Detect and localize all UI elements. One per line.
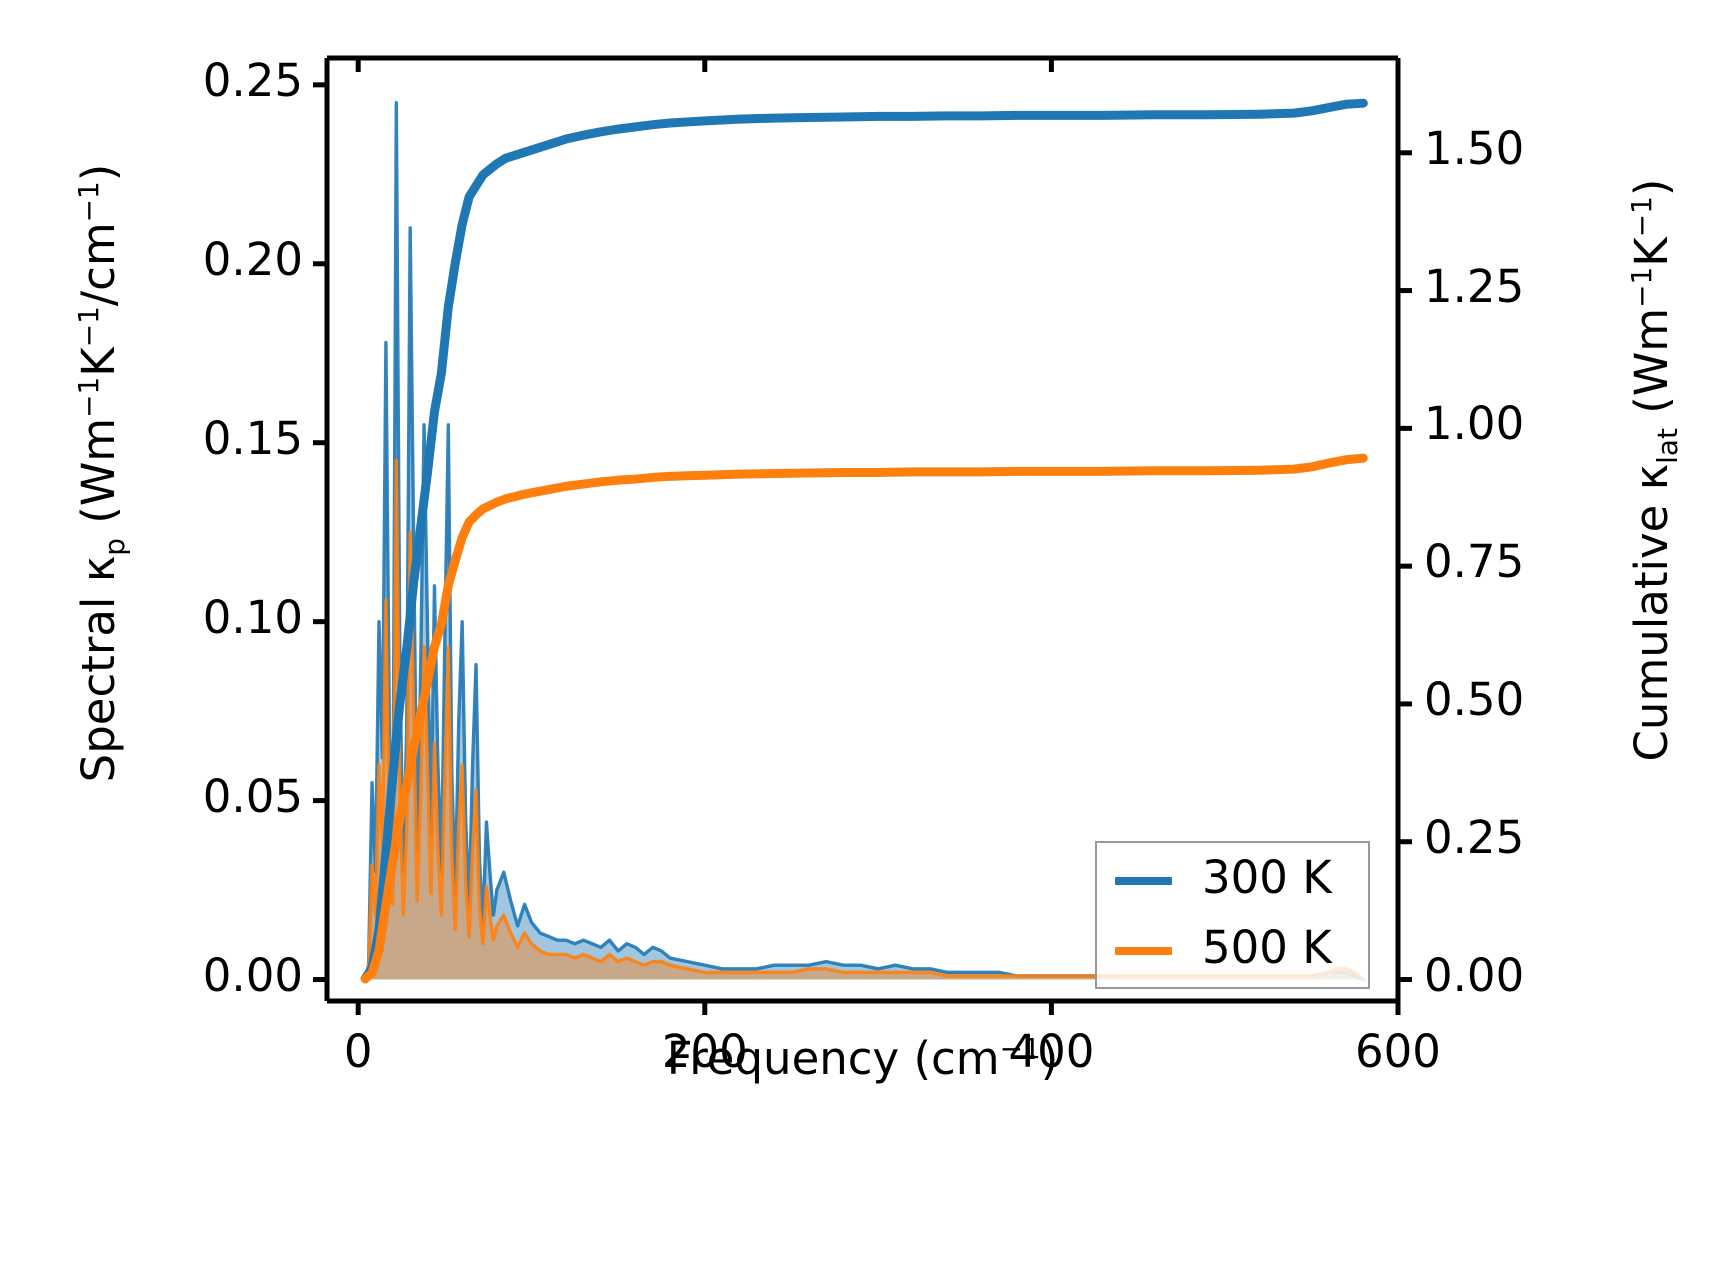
y-right-tick-label-6: 1.50 <box>1424 121 1525 175</box>
y-left-tick-label-4: 0.20 <box>202 232 303 286</box>
y-right-tick-label-0: 0.00 <box>1424 948 1525 1002</box>
x-tick-label-0: 0 <box>343 1025 373 1078</box>
legend-label-500k: 500 K <box>1202 921 1332 974</box>
y-right-tick-label-2: 0.50 <box>1424 672 1525 726</box>
y-left-tick-label-1: 0.05 <box>202 769 303 823</box>
y-left-tick-label-0: 0.00 <box>202 948 303 1002</box>
y-right-tick-label-1: 0.25 <box>1424 810 1525 864</box>
legend-item-500k[interactable]: 500 K <box>1097 913 1368 987</box>
y-right-tick-label-5: 1.25 <box>1424 259 1525 313</box>
x-axis-title: Frequency (cm−1) <box>666 1032 1059 1085</box>
x-tick-label-3: 600 <box>1355 1025 1441 1078</box>
cumulative-line-1 <box>360 453 1368 984</box>
cumulative-line-0 <box>360 98 1368 983</box>
y-right-tick-label-3: 0.75 <box>1424 535 1525 589</box>
legend[interactable]: 300 K 500 K <box>1095 841 1370 989</box>
y-left-tick-label-3: 0.15 <box>202 411 303 465</box>
legend-item-300k[interactable]: 300 K <box>1097 843 1368 917</box>
y-left-tick-label-5: 0.25 <box>202 53 303 107</box>
axes-frame-layer <box>313 55 1412 1015</box>
legend-label-300k: 300 K <box>1202 851 1332 904</box>
legend-swatch-300k <box>1115 877 1172 885</box>
area-outline-1 <box>363 458 1366 982</box>
data-series-layer <box>360 98 1368 984</box>
area-outline-0 <box>363 101 1366 982</box>
legend-swatch-500k <box>1115 947 1172 955</box>
y-left-tick-label-2: 0.10 <box>202 590 303 644</box>
area-fill-1 <box>365 460 1364 980</box>
y-right-tick-label-4: 1.00 <box>1424 397 1525 451</box>
x-tick-label-2: 400 <box>1008 1025 1095 1078</box>
x-tick-label-1: 200 <box>661 1025 748 1078</box>
